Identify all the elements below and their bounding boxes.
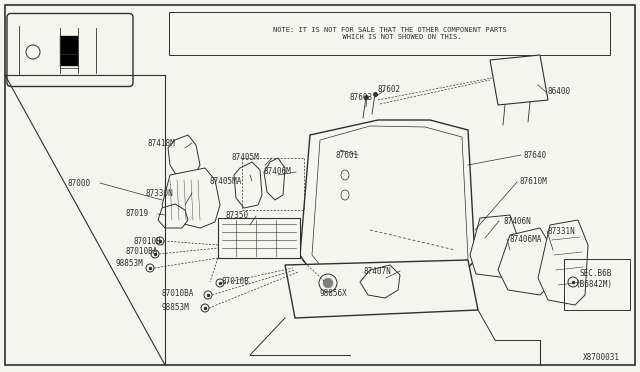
Text: 98853M: 98853M <box>116 260 144 269</box>
Polygon shape <box>498 228 552 295</box>
Text: 87010B: 87010B <box>133 237 161 246</box>
Text: 98853M: 98853M <box>162 302 189 311</box>
Polygon shape <box>168 135 200 178</box>
Text: (B6842M): (B6842M) <box>575 279 612 289</box>
Bar <box>564 259 630 310</box>
Polygon shape <box>264 158 285 200</box>
Bar <box>60 36 78 66</box>
Polygon shape <box>470 215 518 278</box>
Text: 87601: 87601 <box>335 151 358 160</box>
Polygon shape <box>234 162 262 208</box>
Polygon shape <box>360 265 400 298</box>
Polygon shape <box>538 220 588 305</box>
Polygon shape <box>300 120 475 275</box>
Circle shape <box>323 278 333 288</box>
Bar <box>169 12 610 55</box>
Text: 87000: 87000 <box>68 179 91 187</box>
Text: 87010BA: 87010BA <box>125 247 157 257</box>
Text: 87010BA: 87010BA <box>162 289 195 298</box>
Text: 87019: 87019 <box>126 209 149 218</box>
Text: 87330N: 87330N <box>146 189 173 198</box>
Text: 87010B: 87010B <box>222 278 250 286</box>
Text: 87640: 87640 <box>523 151 546 160</box>
Polygon shape <box>490 55 548 105</box>
Text: 87350: 87350 <box>225 212 248 221</box>
Bar <box>218 218 300 258</box>
Text: 87603: 87603 <box>349 93 372 102</box>
Text: 86400: 86400 <box>548 87 571 96</box>
Text: 87405MA: 87405MA <box>209 176 241 186</box>
Text: SEC.B6B: SEC.B6B <box>580 269 612 279</box>
Text: 87406MA: 87406MA <box>509 234 541 244</box>
Polygon shape <box>285 260 478 318</box>
FancyBboxPatch shape <box>7 13 133 87</box>
Text: NOTE: IT IS NOT FOR SALE THAT THE OTHER COMPONENT PARTS
      WHICH IS NOT SHOWE: NOTE: IT IS NOT FOR SALE THAT THE OTHER … <box>273 27 506 40</box>
Text: X8700031: X8700031 <box>583 353 620 362</box>
Bar <box>60 54 78 68</box>
Text: 87602: 87602 <box>378 86 401 94</box>
Text: 87406M: 87406M <box>263 167 291 176</box>
Text: 87331N: 87331N <box>548 227 576 235</box>
Text: 98856X: 98856X <box>319 289 347 298</box>
Text: 87405M: 87405M <box>231 154 259 163</box>
Polygon shape <box>158 204 188 228</box>
Text: 87406N: 87406N <box>503 217 531 225</box>
Text: 87418M: 87418M <box>148 138 176 148</box>
Polygon shape <box>162 168 220 228</box>
Text: 87407N: 87407N <box>364 266 392 276</box>
Text: 87610M: 87610M <box>519 177 547 186</box>
